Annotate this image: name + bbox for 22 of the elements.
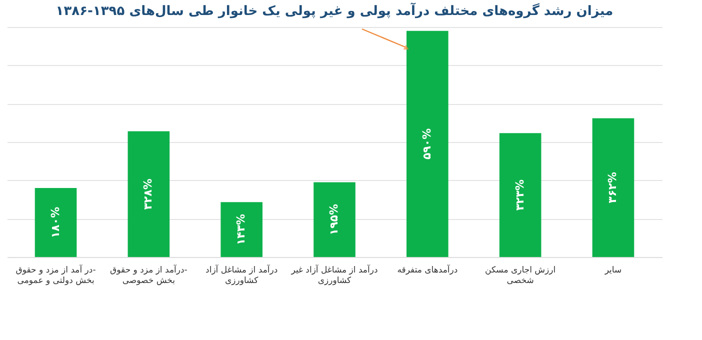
x-tick-label: سایر — [604, 266, 622, 276]
x-tick-label: درآمدهای متفرقه — [397, 264, 458, 276]
data-label: ۵۹۰% — [420, 128, 434, 160]
bar — [128, 131, 170, 257]
data-label: ۳۲۳% — [513, 180, 526, 211]
data-label: ۱۴۳% — [234, 214, 248, 246]
data-label: ۳۶۲% — [606, 172, 620, 204]
data-label: ۱۹۵% — [328, 204, 340, 236]
bar — [592, 118, 634, 257]
bar — [34, 188, 77, 257]
x-tick-label: در آمد از مزد و حقوق- بخش دولتی و عمومی — [16, 264, 96, 286]
data-label: ۱۸۰% — [48, 206, 62, 238]
x-tick-label: درآمد از مزد و حقوق- بخش خصوصی — [110, 264, 188, 286]
bar — [499, 133, 542, 257]
chart-title: میزان رشد گروه‌های مختلف درآمد پولی و غیر پولی یک خانوار طی سال‌های ۱۳۹۵-۱۳۸۶ — [56, 2, 614, 19]
x-tick-label: درآمد از مشاغل آزاد کشاورزی — [206, 264, 278, 286]
bar — [406, 30, 448, 257]
bar — [314, 182, 356, 257]
data-label: ۳۲۸% — [142, 178, 155, 210]
x-tick-label: درآمد از مشاغل آزاد غیر کشاورزی — [290, 264, 378, 286]
bar — [220, 202, 262, 257]
x-tick-label: ارزش اجاری مسکن شخصی — [485, 266, 556, 286]
